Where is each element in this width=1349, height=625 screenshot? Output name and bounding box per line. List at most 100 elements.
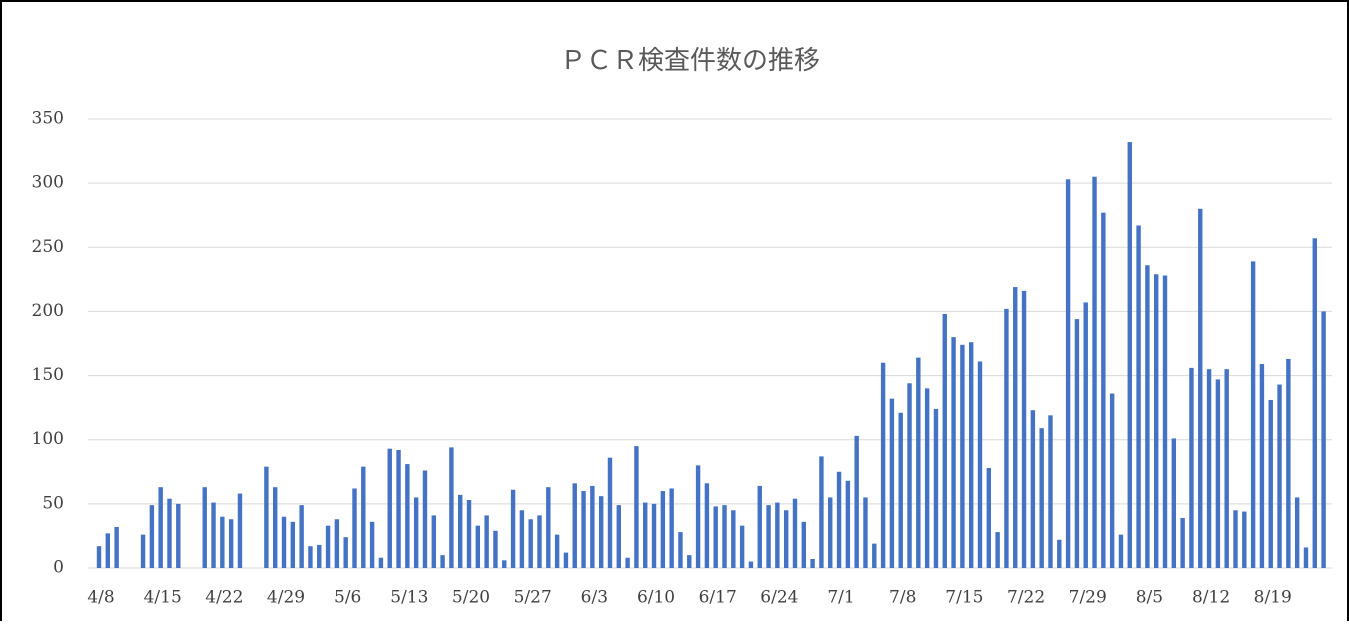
x-tick-label: 4/8 — [87, 588, 114, 608]
bar — [1057, 539, 1062, 568]
x-tick-label: 5/6 — [334, 588, 361, 608]
bar — [845, 480, 851, 568]
bar — [1242, 511, 1247, 568]
bar — [1118, 534, 1124, 568]
bar — [581, 491, 586, 568]
bar — [678, 532, 683, 568]
bar — [898, 412, 903, 568]
bar — [237, 493, 243, 568]
bar — [352, 488, 357, 568]
x-tick-label: 6/10 — [637, 588, 675, 608]
x-tick-label: 7/8 — [889, 588, 916, 608]
bar — [1039, 428, 1044, 568]
bar — [158, 487, 163, 568]
bar — [916, 357, 921, 568]
bar — [872, 543, 877, 568]
bar — [1303, 547, 1309, 568]
bar — [1021, 290, 1027, 568]
x-tick-label: 6/3 — [581, 588, 608, 608]
x-tick-label: 6/17 — [699, 588, 737, 608]
bar — [863, 497, 868, 568]
bar — [1198, 208, 1203, 569]
bar — [977, 361, 983, 568]
bar — [739, 525, 745, 568]
bar — [1277, 384, 1282, 568]
bar — [1013, 287, 1018, 568]
bar — [396, 449, 401, 568]
bar — [440, 555, 445, 568]
bar — [1145, 265, 1150, 568]
bar — [1294, 497, 1300, 568]
bar — [590, 485, 595, 568]
bar — [687, 555, 692, 568]
x-tick-label: 7/1 — [827, 588, 854, 608]
bar — [1083, 302, 1088, 568]
bar — [343, 537, 348, 568]
bar — [369, 521, 375, 568]
x-tick-label: 4/29 — [267, 588, 305, 608]
bar — [907, 383, 912, 568]
bar — [1154, 274, 1159, 568]
bar — [766, 505, 771, 568]
bar — [1171, 438, 1177, 568]
bar — [361, 466, 366, 568]
x-tick-label: 7/29 — [1069, 588, 1107, 608]
bar — [1268, 399, 1273, 568]
bar — [308, 546, 313, 568]
bar — [264, 466, 269, 568]
bar — [951, 337, 956, 568]
bar — [96, 546, 102, 568]
bar — [114, 526, 119, 568]
bar — [933, 408, 939, 568]
x-tick-label: 5/27 — [514, 588, 552, 608]
bar — [431, 515, 436, 568]
bar — [1312, 238, 1317, 568]
bar — [995, 532, 1000, 568]
bar — [616, 505, 621, 568]
bar — [1065, 179, 1071, 568]
bar — [660, 491, 666, 568]
bar — [572, 483, 577, 568]
bar — [1224, 369, 1229, 568]
bar — [1250, 261, 1256, 568]
chart-title: ＰＣＲ検査件数の推移 — [560, 46, 820, 76]
bar — [387, 448, 392, 568]
bar — [968, 342, 974, 568]
bar — [554, 534, 560, 568]
bar — [502, 560, 507, 568]
x-tick-label: 4/22 — [205, 588, 243, 608]
bar — [1180, 517, 1185, 568]
bar — [493, 530, 498, 568]
bar — [1162, 275, 1168, 568]
bar — [1233, 510, 1238, 568]
bar — [167, 498, 172, 568]
bar — [801, 521, 807, 568]
x-tick-label: 7/22 — [1007, 588, 1045, 608]
bar — [722, 505, 727, 568]
x-tick-label: 5/20 — [452, 588, 490, 608]
bar — [854, 435, 859, 568]
bar — [1030, 410, 1036, 568]
bar — [378, 557, 384, 568]
bar — [598, 496, 604, 568]
bar — [334, 519, 340, 568]
bar — [643, 502, 648, 568]
bar — [924, 388, 930, 568]
bar — [757, 485, 762, 568]
bar — [1004, 308, 1009, 568]
bar — [695, 465, 701, 568]
bar — [458, 494, 463, 568]
bar — [528, 519, 533, 568]
bar — [651, 503, 657, 568]
bar — [1127, 142, 1132, 568]
y-tick-label: 100 — [32, 429, 64, 449]
bar — [748, 561, 754, 568]
x-tick-label: 5/13 — [390, 588, 428, 608]
bar — [704, 483, 710, 568]
bar — [228, 519, 234, 568]
x-tick-label: 7/15 — [945, 588, 983, 608]
bar — [634, 446, 639, 568]
bar — [1206, 369, 1212, 568]
bar — [713, 506, 718, 568]
